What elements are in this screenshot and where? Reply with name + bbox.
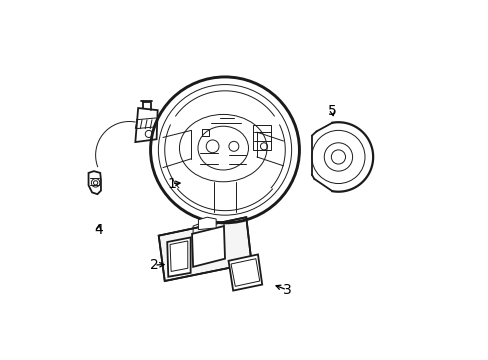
Polygon shape	[167, 238, 190, 277]
Text: 1: 1	[167, 176, 176, 190]
Polygon shape	[228, 255, 262, 291]
Polygon shape	[198, 217, 216, 230]
Text: 3: 3	[282, 283, 291, 297]
Text: 2: 2	[149, 258, 158, 272]
Text: 5: 5	[327, 104, 336, 118]
Polygon shape	[192, 226, 224, 267]
Text: 4: 4	[94, 222, 102, 237]
Polygon shape	[159, 217, 251, 281]
